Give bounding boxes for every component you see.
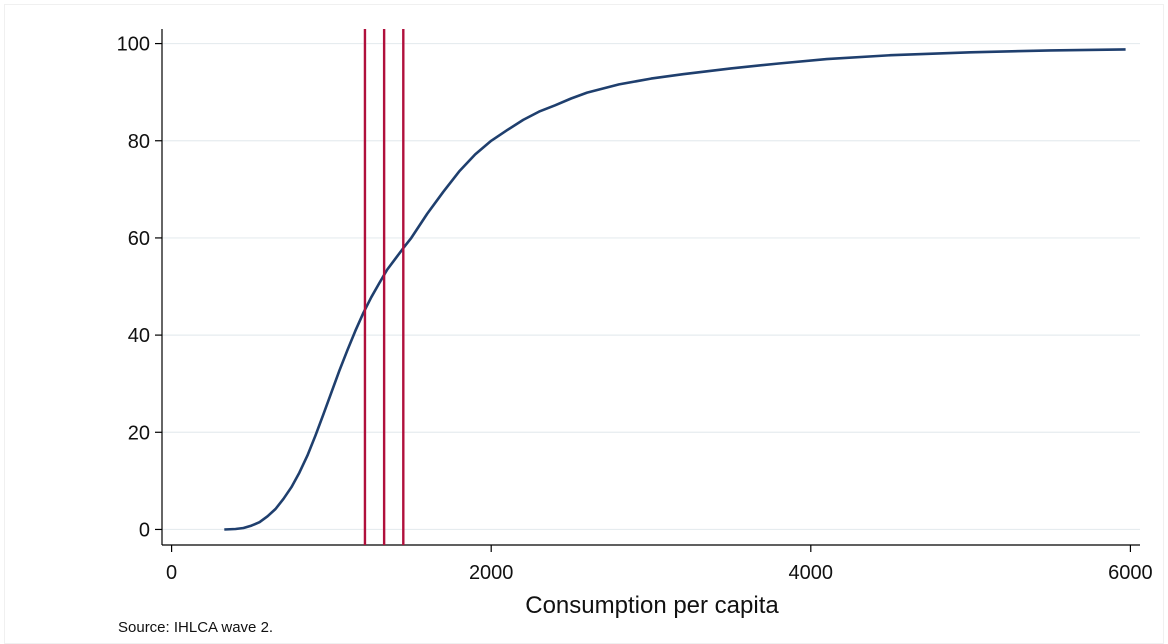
- x-tick-label-0: 0: [166, 562, 177, 584]
- y-tick-label-100: 100: [117, 34, 150, 56]
- x-axis-title: Consumption per capita: [525, 592, 779, 619]
- y-tick-label-40: 40: [128, 325, 150, 347]
- y-tick-label-20: 20: [128, 422, 150, 444]
- reference-lines: [363, 29, 405, 545]
- grid-lines: [162, 42, 1140, 531]
- cdf-line-0: [224, 48, 1126, 531]
- x-tick-label-2000: 2000: [469, 562, 514, 584]
- y-tick-label-80: 80: [128, 131, 150, 153]
- x-tick-label-6000: 6000: [1108, 562, 1153, 584]
- series-layer: [224, 48, 1126, 531]
- y-tick-label-0: 0: [139, 519, 150, 541]
- axes: [155, 29, 1140, 552]
- tick-labels: 0 20 40 60 80 100 0 2000 4000 6000: [117, 34, 1153, 584]
- x-tick-label-4000: 4000: [789, 562, 834, 584]
- source-note: Source: IHLCA wave 2.: [118, 619, 274, 636]
- y-tick-label-60: 60: [128, 228, 150, 250]
